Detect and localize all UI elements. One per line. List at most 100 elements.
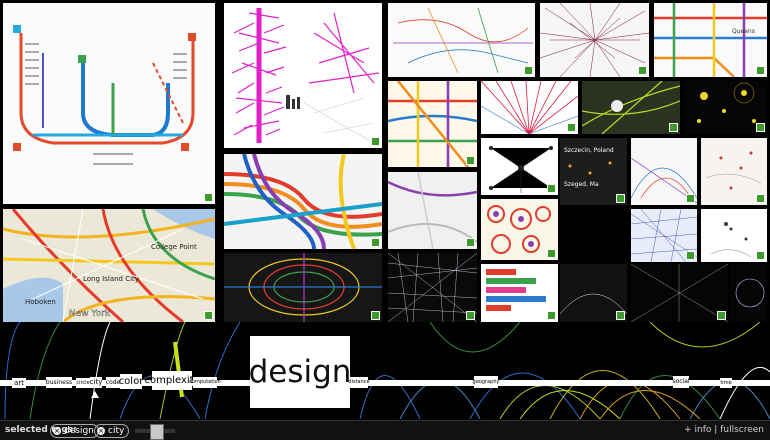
- thumb-dot-map[interactable]: [701, 138, 767, 205]
- thumb-dark-rings[interactable]: [224, 253, 382, 322]
- timeline-arcs: [0, 322, 770, 419]
- footer-bar: selected tags: × design × city + info | …: [0, 420, 770, 440]
- expand-icon[interactable]: [371, 238, 380, 247]
- tag-business[interactable]: business: [46, 377, 72, 388]
- expand-icon[interactable]: [466, 238, 475, 247]
- thumb-green-flow[interactable]: [582, 81, 680, 134]
- thumb-cluster-diagram[interactable]: [481, 138, 558, 195]
- tag-color[interactable]: color: [119, 374, 143, 389]
- thumb-magenta-network[interactable]: [224, 3, 382, 148]
- map-label-hoboken: Hoboken: [25, 298, 56, 306]
- main-tag[interactable]: design: [249, 336, 351, 408]
- highway-lines-graphic: [388, 172, 477, 249]
- thumb-dark-arcs[interactable]: [560, 264, 627, 322]
- street-map-graphic: College Point Long Island City Hoboken N…: [3, 209, 215, 322]
- chip-design[interactable]: × design: [50, 424, 99, 438]
- circle-grid-graphic: [481, 199, 558, 260]
- thumb-street-lines[interactable]: [388, 253, 477, 322]
- red-fan-graphic: [481, 81, 578, 134]
- tag-social[interactable]: social: [672, 376, 690, 388]
- tag-time[interactable]: time: [720, 378, 732, 388]
- chip-design-label: design: [64, 426, 94, 436]
- expand-icon[interactable]: [756, 251, 765, 260]
- map-label-long-island: Long Island City: [83, 275, 139, 283]
- expand-icon[interactable]: [204, 193, 213, 202]
- expand-icon[interactable]: [547, 249, 556, 258]
- timeline-scroll-thumb[interactable]: [150, 424, 164, 440]
- color-chart-graphic: [481, 264, 558, 322]
- tag-circle[interactable]: circle: [76, 378, 90, 388]
- thumb-metro-map-1[interactable]: Queens: [654, 3, 767, 77]
- radial-graphic: [730, 264, 767, 322]
- thumb-metro-map-2[interactable]: [388, 81, 477, 167]
- thumb-white-map[interactable]: [701, 209, 767, 262]
- thumb-burst-network[interactable]: [540, 3, 649, 77]
- sphere-graphic: [631, 264, 728, 322]
- tag-computation[interactable]: computation: [189, 377, 221, 388]
- footer-links: + info | fullscreen: [684, 425, 764, 435]
- thumb-glow-dots[interactable]: [684, 81, 767, 134]
- tag-timeline[interactable]: [0, 322, 770, 419]
- expand-icon[interactable]: [686, 251, 695, 260]
- thumb-street-map[interactable]: College Point Long Island City Hoboken N…: [3, 209, 215, 322]
- subway-lines-graphic: [224, 154, 382, 249]
- magenta-network-graphic: [224, 3, 382, 148]
- thumb-subway-lines[interactable]: [224, 154, 382, 249]
- expand-icon[interactable]: [616, 311, 625, 320]
- expand-icon[interactable]: [371, 311, 380, 320]
- tag-geography[interactable]: geography: [473, 376, 499, 388]
- cluster-diagram-graphic: [481, 138, 558, 195]
- expand-icon[interactable]: [686, 194, 695, 203]
- tag-city[interactable]: city: [89, 377, 103, 388]
- thumb-route-network[interactable]: [388, 3, 535, 77]
- expand-icon[interactable]: [638, 66, 647, 75]
- expand-icon[interactable]: [756, 123, 765, 132]
- tag-complexity[interactable]: complexity: [145, 371, 200, 390]
- thumb-color-chart[interactable]: [481, 264, 558, 322]
- thumb-blue-texture[interactable]: [631, 209, 697, 262]
- dark-arcs-graphic: [560, 264, 627, 322]
- thumb-red-fan[interactable]: [481, 81, 578, 134]
- fullscreen-link[interactable]: fullscreen: [720, 425, 764, 435]
- expand-icon[interactable]: [524, 66, 533, 75]
- thumb-highway-lines[interactable]: [388, 172, 477, 249]
- tag-code[interactable]: code: [106, 377, 120, 388]
- thumb-tram-map[interactable]: [3, 3, 215, 204]
- expand-icon[interactable]: [616, 194, 625, 203]
- expand-icon[interactable]: [567, 123, 576, 132]
- thumb-circle-grid[interactable]: [481, 199, 558, 260]
- expand-icon[interactable]: [466, 311, 475, 320]
- expand-icon[interactable]: [466, 156, 475, 165]
- green-flow-graphic: [582, 81, 680, 134]
- info-link[interactable]: + info: [684, 425, 712, 435]
- map-label-szczecin: Szczecin, Poland: [564, 147, 614, 154]
- thumb-arcs[interactable]: [631, 138, 697, 205]
- selected-tags-label: selected tags:: [5, 425, 77, 435]
- metro-map-2-graphic: [388, 81, 477, 167]
- expand-icon[interactable]: [756, 194, 765, 203]
- expand-icon[interactable]: [756, 66, 765, 75]
- remove-tag-icon[interactable]: ×: [97, 427, 105, 435]
- burst-network-graphic: [540, 3, 649, 77]
- thumb-sphere[interactable]: [631, 264, 728, 322]
- expand-icon[interactable]: [547, 184, 556, 193]
- city-position-marker: [91, 391, 99, 398]
- tag-art[interactable]: art: [12, 378, 26, 388]
- glow-dots-graphic: [684, 81, 767, 134]
- expand-icon[interactable]: [204, 311, 213, 320]
- street-lines-graphic: [388, 253, 477, 322]
- chip-city[interactable]: × city: [94, 424, 130, 438]
- chip-city-label: city: [108, 426, 125, 436]
- map-label-college-point: College Point: [151, 243, 197, 251]
- arcs-graphic: [631, 138, 697, 205]
- route-network-graphic: [388, 3, 535, 77]
- expand-icon[interactable]: [547, 311, 556, 320]
- expand-icon[interactable]: [717, 311, 726, 320]
- thumb-radial[interactable]: [730, 264, 767, 322]
- remove-tag-icon[interactable]: ×: [53, 427, 61, 435]
- expand-icon[interactable]: [371, 137, 380, 146]
- expand-icon[interactable]: [669, 123, 678, 132]
- footer-separator: |: [714, 425, 718, 435]
- thumb-city-labels[interactable]: Szczecin, Poland Szeged, Ma: [560, 138, 627, 205]
- tag-distance[interactable]: distance: [348, 377, 370, 388]
